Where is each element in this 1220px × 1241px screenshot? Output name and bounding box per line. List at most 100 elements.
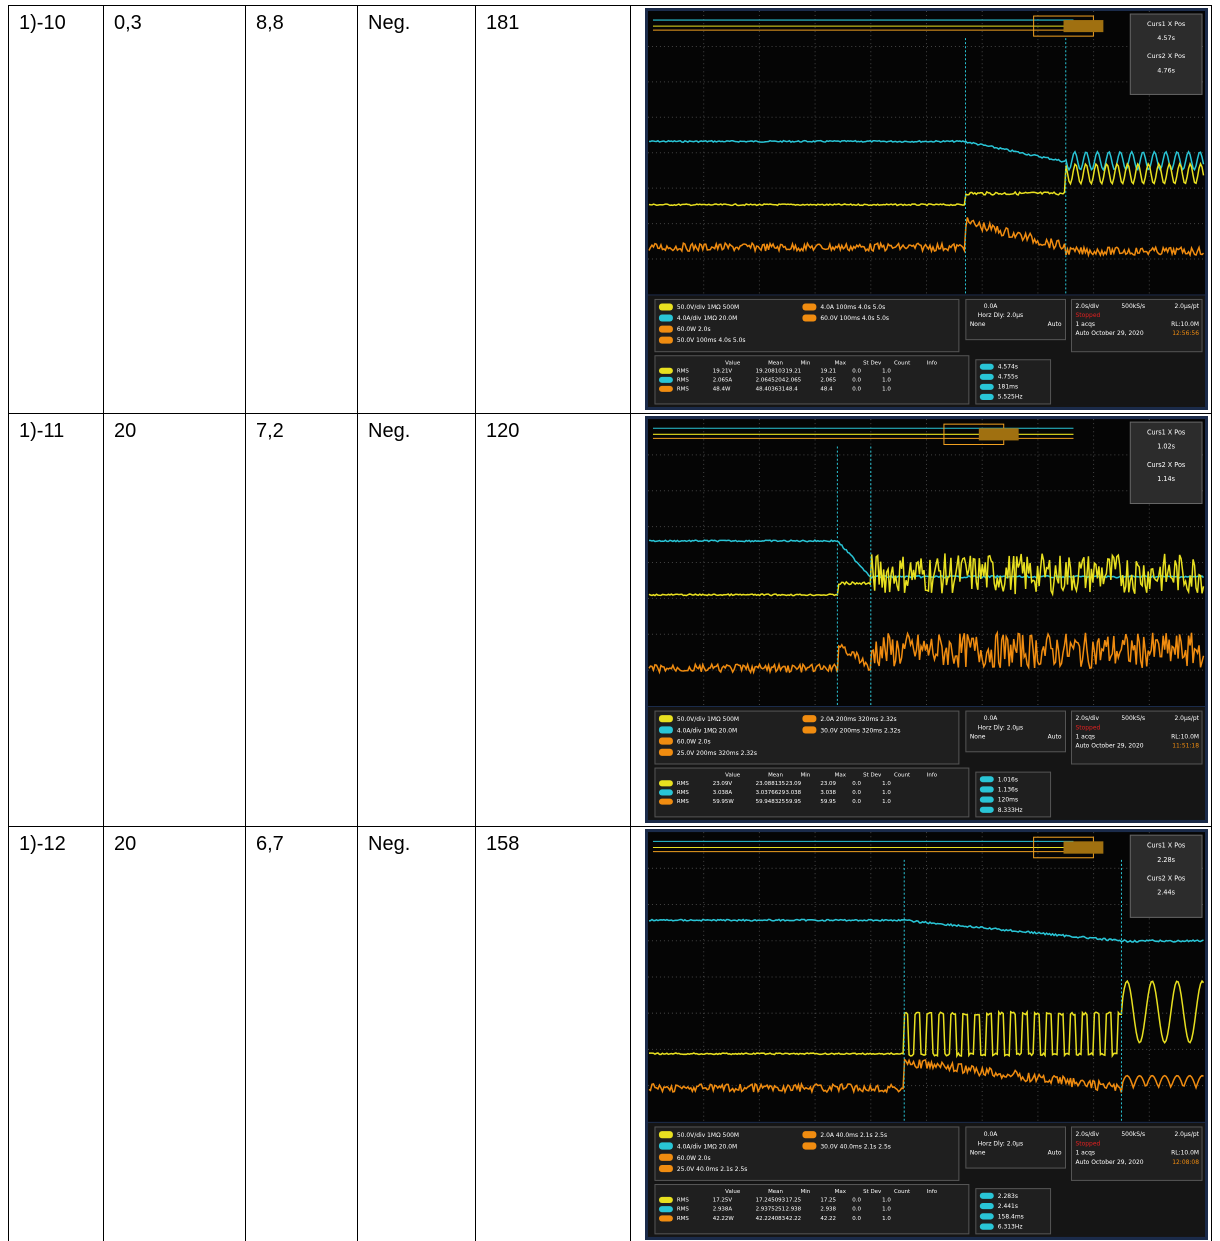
measure-value: 59.95: [820, 799, 836, 805]
readout-badge: [980, 776, 994, 782]
measure-value: 48.4: [786, 386, 799, 392]
measure-header: Max: [835, 1189, 847, 1195]
timebase-setting: 1 acqs: [1075, 1150, 1095, 1157]
measure-header: Count: [894, 1189, 911, 1195]
measure-value: 3.038A: [713, 790, 733, 796]
timebase-setting: RL:10.0M: [1171, 321, 1199, 328]
measure-value: RMS: [677, 1197, 689, 1203]
cursor-label: Curs2 X Pos: [1147, 874, 1186, 882]
measure-header: Min: [801, 1189, 811, 1195]
measure-box: [655, 356, 969, 404]
measure-value: 0.0: [852, 1216, 861, 1222]
readout-value: 181ms: [998, 383, 1018, 390]
table-cell: 158: [475, 826, 631, 1241]
timebase-setting: 1 acqs: [1075, 321, 1095, 328]
timebase-setting: 500kS/s: [1121, 303, 1145, 310]
channel-badge: [802, 726, 816, 733]
measure-header: Count: [894, 773, 911, 779]
measure-value: 1.0: [882, 1216, 891, 1222]
measure-value: 1.0: [882, 1207, 891, 1213]
readout-badge: [980, 1213, 994, 1219]
measure-value: 1.0: [882, 377, 891, 383]
measure-badge: [659, 1206, 673, 1212]
measure-value: RMS: [677, 1216, 689, 1222]
measure-header: Mean: [768, 773, 783, 779]
measure-value: 17.245093: [756, 1197, 786, 1203]
trigger-setting: Horz Dly: 2.0µs: [978, 724, 1023, 731]
measure-value: 42.22: [786, 1216, 802, 1222]
readout-badge: [980, 374, 994, 380]
channel-setting: 50.0V/div 1MΩ 500M: [677, 1132, 739, 1139]
measure-value: 0.0: [852, 781, 861, 787]
table-cell: 0,3: [103, 5, 246, 414]
timebase-setting: 2.0µs/pt: [1174, 303, 1199, 310]
measure-value: 48.4: [820, 386, 833, 392]
trigger-setting: None: [970, 733, 986, 740]
measure-header: Value: [725, 1189, 741, 1195]
measure-value: 2.065: [820, 377, 836, 383]
overview-burst: [979, 428, 1019, 440]
readout-value: 4.755s: [998, 373, 1018, 380]
cursor-label: Curs2 X Pos: [1147, 461, 1186, 469]
channel-setting: 50.0V 100ms 4.0s 5.0s: [677, 337, 746, 344]
readout-badge: [980, 394, 994, 400]
timebase-setting: RL:10.0M: [1171, 733, 1199, 740]
measure-value: RMS: [677, 799, 689, 805]
measure-badge: [659, 368, 673, 374]
table-cell: 181: [475, 5, 631, 414]
channel-badge: [659, 1165, 673, 1172]
measure-value: 2.065A: [713, 377, 733, 383]
timebase-setting: Auto October 29, 2020: [1075, 743, 1143, 750]
trigger-setting: None: [970, 321, 986, 328]
measure-header: Info: [927, 1189, 938, 1195]
measure-badge: [659, 386, 673, 392]
measure-value: RMS: [677, 1207, 689, 1213]
timebase-setting: 1 acqs: [1075, 733, 1095, 740]
measure-value: 48.4W: [713, 386, 731, 392]
channel-badge: [659, 738, 673, 745]
cursor-label: Curs1 X Pos: [1147, 428, 1186, 436]
trigger-setting: Horz Dly: 2.0µs: [978, 312, 1023, 319]
readout-value: 120ms: [998, 797, 1018, 804]
channel-badge: [659, 337, 673, 344]
overview-burst: [1064, 20, 1104, 32]
readout-badge: [980, 364, 994, 370]
timebase-setting: RL:10.0M: [1171, 1150, 1199, 1157]
channel-badge: [659, 303, 673, 310]
table-cell: 120: [475, 413, 631, 827]
timebase-setting: Stopped: [1075, 312, 1100, 319]
measure-value: 23.088135: [756, 781, 786, 787]
readout-value: 6.313Hz: [998, 1224, 1023, 1231]
measure-value: 48.403631: [756, 386, 786, 392]
measure-value: 0.0: [852, 1207, 861, 1213]
timebase-setting: Auto October 29, 2020: [1075, 1159, 1143, 1166]
channel-badge: [802, 1142, 816, 1149]
measure-header: Max: [835, 360, 847, 366]
measure-value: 1.0: [882, 368, 891, 374]
oscilloscope-screenshot: Curs1 X Pos2.28sCurs2 X Pos2.44s50.0V/di…: [645, 829, 1208, 1240]
measure-value: 59.948325: [756, 799, 786, 805]
measure-header: Count: [894, 360, 911, 366]
measure-header: St Dev: [863, 1189, 882, 1195]
measure-value: 42.224083: [756, 1216, 786, 1222]
table-cell: 8,8: [245, 5, 358, 414]
readout-value: 2.283s: [998, 1193, 1018, 1200]
measure-value: 2.0645204: [756, 377, 786, 383]
ref-setting: 30.0V 40.0ms 2.1s 2.5s: [820, 1143, 890, 1150]
measure-value: RMS: [677, 386, 690, 392]
measure-value: 2.938: [786, 1207, 802, 1213]
measure-value: 59.95W: [713, 799, 735, 805]
readout-value: 4.574s: [998, 363, 1018, 370]
trigger-box: [966, 1127, 1066, 1168]
measure-value: 3.0376629: [756, 790, 786, 796]
readout-badge: [980, 807, 994, 813]
measure-header: Value: [725, 773, 741, 779]
channel-badge: [659, 726, 673, 733]
timebase-setting: 12:56:56: [1172, 330, 1199, 337]
measure-badge: [659, 799, 673, 805]
measure-value: RMS: [677, 377, 690, 383]
measure-value: 3.038: [786, 790, 802, 796]
measure-value: 0.0: [852, 386, 861, 392]
ref-setting: 2.0A 40.0ms 2.1s 2.5s: [820, 1132, 887, 1139]
